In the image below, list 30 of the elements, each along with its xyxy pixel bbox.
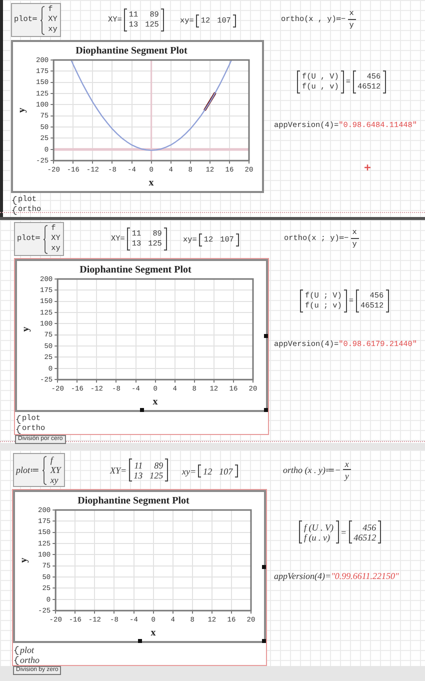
text: ortho (x . y)≔− (283, 465, 341, 475)
text: plot (20, 645, 34, 655)
definition-box: plot≔ f XY xy (13, 453, 65, 487)
y-axis-title: y (16, 108, 28, 113)
text: 125 (150, 470, 164, 480)
text: xy= (182, 466, 196, 476)
chart-title: Diophantine Segment Plot (76, 46, 188, 57)
text: = (340, 527, 347, 537)
text: appVersion(4)= (274, 571, 332, 581)
y-axis-title: y (20, 326, 32, 332)
text: ortho (20, 655, 40, 665)
text: 12 (203, 466, 212, 476)
text: 11 (134, 460, 143, 470)
x-axis-title: x (148, 178, 154, 189)
y-axis-title: y (18, 558, 30, 563)
text: 107 (219, 466, 233, 476)
text: x (344, 459, 349, 469)
x-axis-title: x (150, 628, 156, 639)
chart-title: Diophantine Segment Plot (78, 496, 190, 507)
text: "0.99.6611.22150" (331, 571, 399, 581)
text: 46512 (354, 532, 376, 542)
text: 456 (362, 522, 376, 532)
chart-title: Diophantine Segment Plot (80, 264, 192, 276)
text: 13 (134, 470, 143, 480)
text: y (344, 471, 349, 481)
text: f (U . V) (304, 522, 334, 532)
x-axis-title: x (152, 396, 158, 408)
text: f (u . v) (304, 532, 330, 542)
text: 89 (153, 460, 164, 470)
text: XY= (110, 465, 127, 475)
